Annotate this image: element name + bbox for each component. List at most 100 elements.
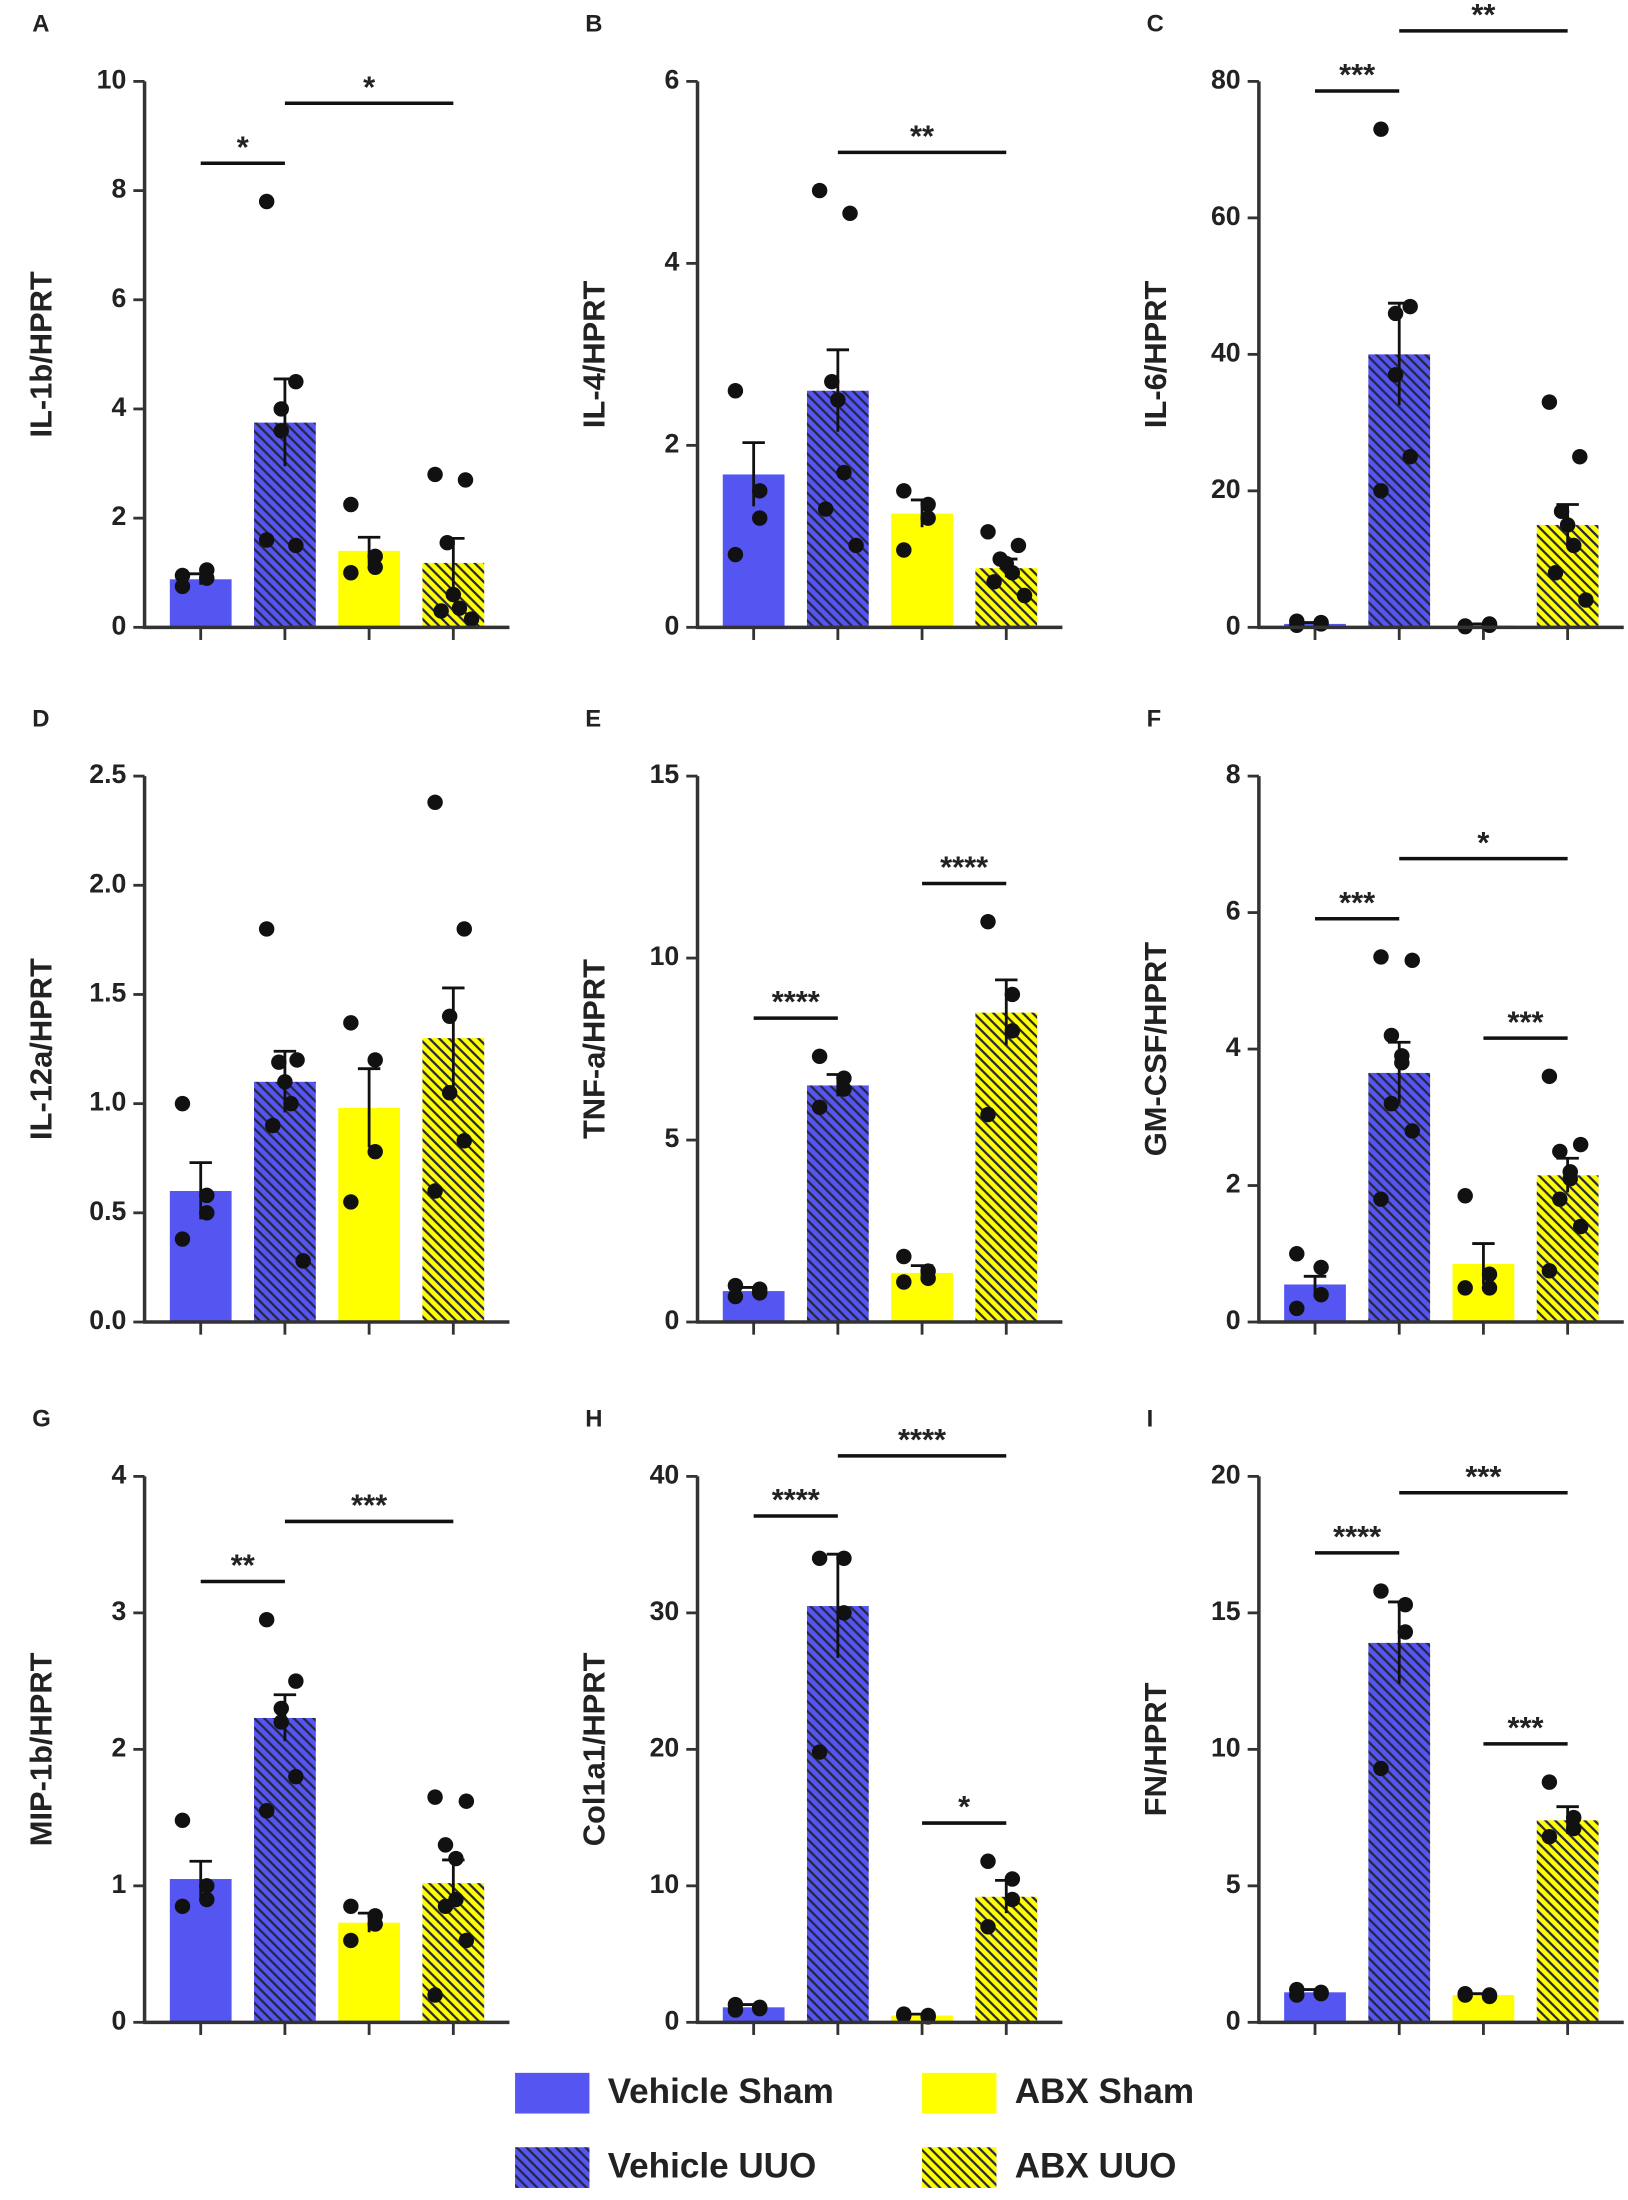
data-point xyxy=(896,1248,912,1265)
y-tick-label: 60 xyxy=(1211,201,1241,231)
data-point xyxy=(343,1898,359,1915)
data-point xyxy=(1397,1624,1414,1640)
error-bar xyxy=(189,572,212,585)
data-point xyxy=(437,1837,454,1853)
data-point xyxy=(727,383,744,399)
error-bar xyxy=(1303,1988,1327,1996)
y-tick-label: 0 xyxy=(664,1305,679,1335)
significance-label: * xyxy=(237,129,249,164)
data-point xyxy=(456,1133,472,1149)
bar xyxy=(891,513,953,628)
data-point xyxy=(283,1095,299,1112)
y-tick-label: 5 xyxy=(664,1123,679,1153)
data-point xyxy=(836,1081,852,1097)
data-point xyxy=(1541,1774,1558,1790)
data-point xyxy=(1481,1280,1498,1296)
panel-letter: B xyxy=(585,11,602,38)
data-point xyxy=(343,1932,359,1949)
data-point xyxy=(1373,949,1389,965)
significance-label: * xyxy=(1477,825,1489,860)
data-point xyxy=(1572,1218,1589,1235)
significance-label: *** xyxy=(1465,1459,1501,1494)
y-tick-label: 0 xyxy=(664,2005,679,2035)
data-point xyxy=(437,1898,454,1915)
data-point xyxy=(1016,587,1033,604)
data-point xyxy=(288,373,304,390)
data-point xyxy=(273,1714,289,1730)
significance-label: **** xyxy=(1333,1519,1381,1554)
data-point xyxy=(289,1052,305,1068)
y-tick-label: 6 xyxy=(664,64,679,94)
y-tick-label: 80 xyxy=(1211,64,1241,94)
data-point xyxy=(1004,565,1021,581)
data-point xyxy=(986,574,1002,590)
data-point xyxy=(1289,1246,1305,1262)
data-point xyxy=(824,373,840,390)
y-tick-label: 8 xyxy=(1226,759,1241,789)
data-point xyxy=(174,1898,191,1915)
legend-swatch xyxy=(922,2072,997,2114)
data-point xyxy=(258,532,275,548)
y-axis-label: Col1a1/HPRT xyxy=(577,1652,612,1846)
significance-label: *** xyxy=(1508,1004,1544,1039)
data-point xyxy=(836,464,852,481)
data-point xyxy=(920,510,936,526)
data-point xyxy=(288,1673,304,1689)
data-point xyxy=(980,1853,996,1869)
data-point xyxy=(842,205,858,222)
panel-letter: C xyxy=(1147,11,1164,38)
data-point xyxy=(896,483,912,499)
y-axis-label: MIP-1b/HPRT xyxy=(24,1652,59,1846)
significance-label: **** xyxy=(772,1482,820,1517)
error-bar xyxy=(826,348,850,432)
data-point xyxy=(433,603,449,619)
data-point xyxy=(1565,1820,1582,1837)
data-point xyxy=(463,611,480,627)
y-tick-label: 1.5 xyxy=(89,978,126,1008)
error-bar xyxy=(995,978,1018,1046)
data-point xyxy=(920,1270,936,1287)
data-point xyxy=(1373,1191,1389,1207)
data-point xyxy=(1541,1263,1558,1279)
y-tick-label: 4 xyxy=(664,246,679,276)
bar xyxy=(1536,1175,1599,1323)
y-tick-label: 2 xyxy=(111,501,126,531)
data-point xyxy=(288,537,304,554)
data-point xyxy=(427,1183,443,1199)
error-bar xyxy=(357,535,381,565)
error-bar xyxy=(1387,1600,1411,1684)
data-point xyxy=(451,600,468,616)
y-tick-label: 4 xyxy=(1226,1032,1241,1062)
legend-label: ABX UUO xyxy=(1015,2147,1177,2186)
y-tick-label: 30 xyxy=(650,1596,680,1626)
error-bar xyxy=(189,1859,212,1897)
data-point xyxy=(258,1611,275,1628)
data-point xyxy=(727,2002,744,2018)
data-point xyxy=(1404,952,1420,969)
data-point xyxy=(343,496,359,513)
panel-letter: A xyxy=(32,11,49,38)
error-bar xyxy=(357,1911,381,1933)
data-point xyxy=(1373,483,1389,499)
data-point xyxy=(1578,592,1594,608)
error-bar xyxy=(1472,1242,1495,1285)
panel-letter: D xyxy=(32,705,49,732)
significance-label: **** xyxy=(940,850,988,885)
error-bar xyxy=(1387,1040,1411,1104)
data-point xyxy=(1383,1095,1400,1112)
data-point xyxy=(1552,1143,1568,1160)
error-bar xyxy=(442,536,465,588)
y-tick-label: 5 xyxy=(1226,1869,1241,1899)
data-point xyxy=(441,1008,458,1025)
data-point xyxy=(258,1803,275,1819)
data-point xyxy=(174,567,191,584)
data-point xyxy=(343,1015,359,1031)
significance-label: ** xyxy=(231,1548,255,1583)
data-point xyxy=(343,565,359,581)
y-axis-label: IL-4/HPRT xyxy=(577,280,612,428)
data-point xyxy=(441,1085,458,1101)
error-bar xyxy=(1556,1805,1579,1834)
y-tick-label: 1 xyxy=(111,1869,126,1899)
data-point xyxy=(1373,1760,1389,1777)
